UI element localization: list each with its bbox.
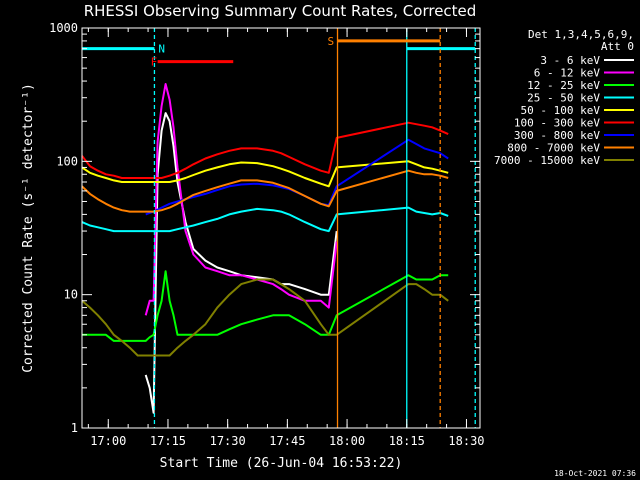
legend-label-7: 800 - 7000 keV xyxy=(507,142,600,155)
legend-header: Att 0 xyxy=(601,40,634,53)
series-line-1 xyxy=(144,83,338,316)
legend-label-2: 12 - 25 keV xyxy=(527,79,600,92)
series-line-4 xyxy=(81,160,449,188)
legend-label-4: 50 - 100 keV xyxy=(521,104,601,117)
y-tick-label: 100 xyxy=(56,154,78,168)
legend-header: Det 1,3,4,5,6,9, xyxy=(528,28,634,41)
x-axis-label: Start Time (26-Jun-04 16:53:22) xyxy=(160,456,403,471)
legend-label-3: 25 - 50 keV xyxy=(527,92,600,105)
chart-title: RHESSI Observing Summary Count Rates, Co… xyxy=(84,2,477,20)
series-line-6 xyxy=(145,138,449,216)
annotation-label-S: S xyxy=(328,35,335,48)
series-line-0 xyxy=(144,112,338,414)
plot-area: NF S xyxy=(81,28,476,428)
annotation-label-N: N xyxy=(158,43,165,56)
series-line-3 xyxy=(81,206,449,233)
legend-label-1: 6 - 12 keV xyxy=(534,67,601,80)
annotation-label-F: F xyxy=(151,56,158,69)
y-tick-label: 1 xyxy=(71,421,78,435)
x-tick-label: 18:30 xyxy=(448,434,484,448)
x-tick-label: 17:45 xyxy=(269,434,305,448)
x-axis: 17:00 17:15 17:30 17:45 18:00 18:15 18:30 xyxy=(87,28,485,448)
x-tick-label: 18:15 xyxy=(389,434,425,448)
y-axis-label: Corrected Count Rate (s⁻¹ detector⁻¹) xyxy=(21,83,36,373)
plot-frame xyxy=(81,27,481,429)
x-tick-label: 17:00 xyxy=(90,434,126,448)
series-line-8 xyxy=(81,278,449,357)
series-line-5 xyxy=(81,121,449,179)
y-tick-label: 1000 xyxy=(49,21,78,35)
legend-label-5: 100 - 300 keV xyxy=(514,117,600,130)
y-tick-label: 10 xyxy=(64,288,78,302)
x-tick-label: 17:15 xyxy=(150,434,186,448)
legend-label-8: 7000 - 15000 keV xyxy=(494,154,600,167)
x-tick-label: 17:30 xyxy=(210,434,246,448)
y-axis: 1 10 100 1000 xyxy=(49,21,480,435)
legend-label-0: 3 - 6 keV xyxy=(540,54,600,67)
series-line-7 xyxy=(81,169,449,213)
axes xyxy=(81,27,481,429)
legend-label-6: 300 - 800 keV xyxy=(514,129,600,142)
footer-date: 18-Oct-2021 07:36 xyxy=(554,469,636,478)
x-tick-label: 18:00 xyxy=(329,434,365,448)
